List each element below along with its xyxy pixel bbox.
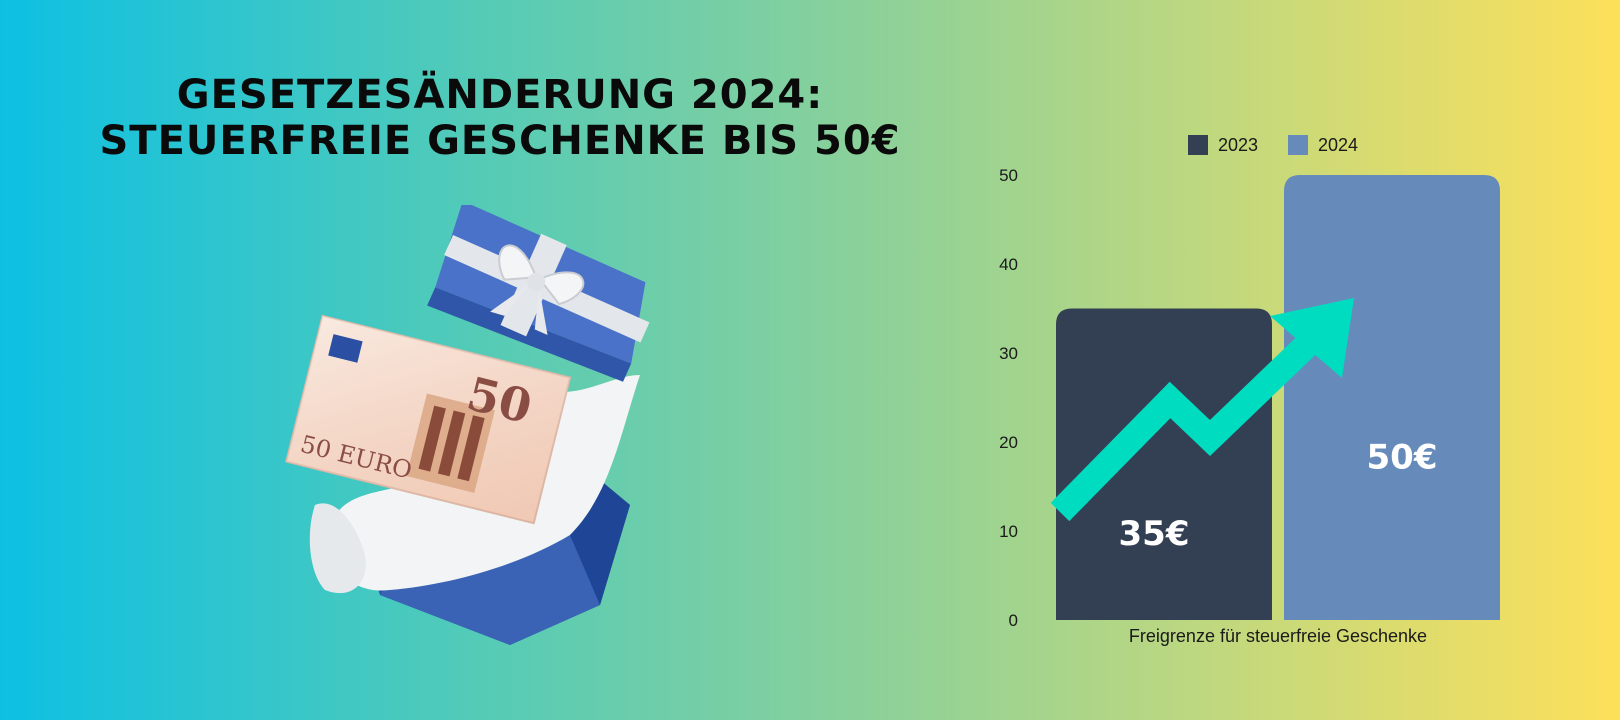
trend-up-arrow-icon (1050, 298, 1354, 522)
bar-2024 (1284, 175, 1500, 620)
y-axis: 0 10 20 30 40 50 (999, 166, 1018, 630)
bar-value-label-2024: 50€ (1367, 438, 1438, 478)
y-tick-label: 50 (999, 166, 1018, 185)
bar-2023 (1056, 308, 1272, 620)
trend-arrow-line (1050, 332, 1320, 522)
y-tick-label: 40 (999, 255, 1018, 274)
legend-label-2024: 2024 (1318, 135, 1358, 155)
trend-arrow-head (1270, 298, 1354, 378)
headline: Gesetzesänderung 2024: Steuerfreie Gesch… (90, 72, 910, 164)
legend: 2023 2024 (1188, 135, 1358, 155)
y-tick-label: 10 (999, 522, 1018, 541)
legend-swatch-2023 (1188, 135, 1208, 155)
legend-label-2023: 2023 (1218, 135, 1258, 155)
bars: 35€ 50€ (1056, 175, 1500, 620)
headline-line-2: Steuerfreie Geschenke bis 50€ (99, 118, 901, 164)
x-axis-label: Freigrenze für steuerfreie Geschenke (1129, 626, 1427, 646)
headline-line-1: Gesetzesänderung 2024: (176, 72, 824, 118)
gift-box-with-banknote-icon: 50 50 EURO (285, 205, 650, 645)
y-tick-label: 0 (1009, 611, 1018, 630)
legend-swatch-2024 (1288, 135, 1308, 155)
bar-chart: 0 10 20 30 40 50 35€ 50€ 2023 2024 Freigrenze f… (999, 135, 1500, 646)
bar-value-label-2023: 35€ (1119, 514, 1190, 554)
y-tick-label: 30 (999, 344, 1018, 363)
y-tick-label: 20 (999, 433, 1018, 452)
